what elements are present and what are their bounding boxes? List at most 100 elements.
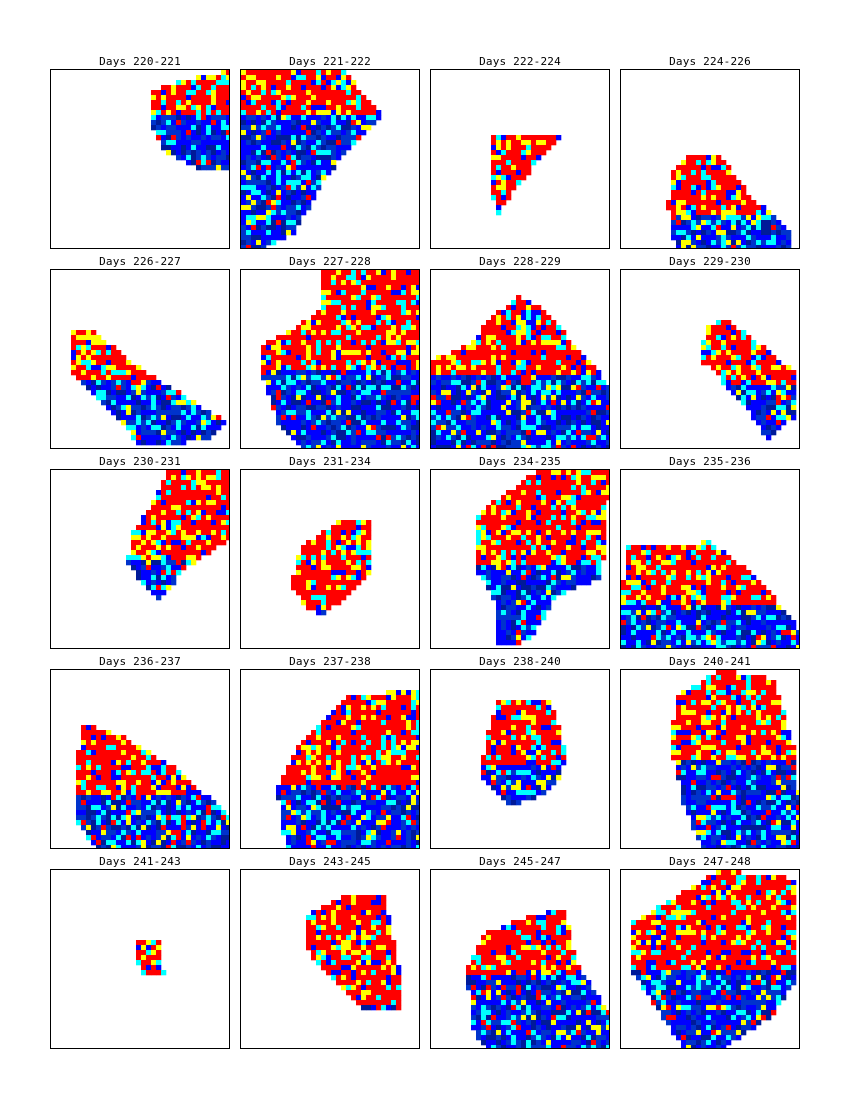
heatmap-cell — [401, 295, 407, 301]
heatmap-cell — [786, 370, 792, 376]
heatmap-cell — [506, 530, 512, 536]
heatmap-cell — [301, 565, 307, 571]
heatmap-cell — [176, 425, 182, 431]
heatmap-cell — [156, 105, 162, 111]
heatmap-cell — [476, 520, 482, 526]
heatmap-cell — [331, 585, 337, 591]
heatmap-cell — [301, 380, 307, 386]
heatmap-cell — [286, 150, 292, 156]
heatmap-cell — [701, 160, 707, 166]
heatmap-cell — [286, 425, 292, 431]
heatmap-cell — [566, 535, 572, 541]
heatmap-cell — [506, 610, 512, 616]
heatmap-cell — [176, 485, 182, 491]
heatmap-cell — [686, 220, 692, 226]
heatmap-cell — [586, 570, 592, 576]
heatmap-cell — [266, 195, 272, 201]
heatmap-cell — [261, 185, 267, 191]
heatmap-cell — [756, 405, 762, 411]
heatmap-cell — [141, 570, 147, 576]
heatmap-cell — [526, 380, 532, 386]
heatmap-cell — [266, 105, 272, 111]
heatmap-cell — [516, 320, 522, 326]
heatmap-cell — [406, 350, 412, 356]
heatmap-cell — [526, 390, 532, 396]
heatmap-cell — [486, 515, 492, 521]
panel-title: Days 220-221 — [99, 55, 181, 68]
heatmap-cell — [566, 390, 572, 396]
heatmap-cell — [501, 145, 507, 151]
heatmap-cell — [441, 385, 447, 391]
heatmap-cell — [341, 345, 347, 351]
heatmap-cell — [766, 415, 772, 421]
heatmap-cell — [696, 200, 702, 206]
heatmap-cell — [381, 370, 387, 376]
heatmap-cell — [401, 430, 407, 436]
heatmap-cell — [581, 405, 587, 411]
heatmap-cell — [161, 100, 167, 106]
heatmap-cell — [586, 430, 592, 436]
heatmap-cell — [446, 370, 452, 376]
heatmap-cell — [756, 245, 762, 248]
heatmap-cell — [546, 350, 552, 356]
heatmap-cell — [501, 385, 507, 391]
heatmap-cell — [331, 95, 337, 101]
heatmap-cell — [276, 420, 282, 426]
heatmap-cell — [416, 345, 419, 351]
map-panel — [430, 69, 610, 249]
heatmap-cell — [291, 385, 297, 391]
heatmap-cell — [676, 220, 682, 226]
heatmap-cell — [741, 355, 747, 361]
heatmap-cell — [206, 520, 212, 526]
heatmap-cell — [416, 390, 419, 396]
heatmap-cell — [536, 530, 542, 536]
heatmap-cell — [401, 310, 407, 316]
heatmap-cell — [181, 95, 187, 101]
heatmap-cell — [166, 150, 172, 156]
heatmap-cell — [411, 405, 417, 411]
heatmap-cell — [136, 410, 142, 416]
heatmap-cell — [546, 475, 552, 481]
heatmap-cell — [501, 155, 507, 161]
heatmap-cell — [501, 535, 507, 541]
heatmap-cell — [131, 405, 137, 411]
heatmap-cell — [761, 220, 767, 226]
heatmap-cell — [786, 385, 792, 391]
heatmap-cell — [326, 315, 332, 321]
heatmap-cell — [261, 205, 267, 211]
heatmap-cell — [241, 70, 247, 76]
heatmap-cell — [746, 245, 752, 248]
heatmap-cell — [521, 390, 527, 396]
heatmap-cell — [141, 420, 147, 426]
heatmap-cell — [481, 420, 487, 426]
heatmap-cell — [711, 240, 717, 246]
heatmap-cell — [341, 395, 347, 401]
heatmap-cell — [606, 430, 609, 436]
heatmap-cell — [741, 225, 747, 231]
heatmap-cell — [111, 410, 117, 416]
heatmap-cell — [511, 540, 517, 546]
heatmap-cell — [521, 500, 527, 506]
heatmap-cell — [491, 340, 497, 346]
heatmap-cell — [511, 315, 517, 321]
heatmap-cell — [531, 605, 537, 611]
heatmap-cell — [571, 375, 577, 381]
heatmap-cell — [761, 245, 767, 248]
heatmap-cell — [341, 360, 347, 366]
heatmap-cell — [191, 480, 197, 486]
heatmap-cell — [171, 125, 177, 131]
heatmap-cell — [551, 535, 557, 541]
heatmap-cell — [321, 95, 327, 101]
heatmap-cell — [496, 340, 502, 346]
heatmap-cell — [496, 500, 502, 506]
heatmap-cell — [306, 590, 312, 596]
heatmap-cell — [756, 240, 762, 246]
heatmap-cell — [196, 405, 202, 411]
heatmap-cell — [131, 385, 137, 391]
heatmap-cell — [471, 415, 477, 421]
heatmap-cell — [326, 430, 332, 436]
heatmap-cell — [311, 385, 317, 391]
heatmap-cell — [396, 295, 402, 301]
heatmap-cell — [506, 425, 512, 431]
heatmap-cell — [791, 405, 797, 411]
